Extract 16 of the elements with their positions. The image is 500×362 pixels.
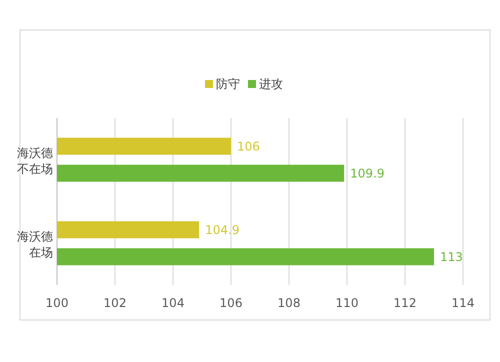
x-tick-label: 106 xyxy=(220,296,242,310)
legend-label: 防守 xyxy=(216,77,240,91)
x-tick-label: 112 xyxy=(394,296,416,310)
x-tick-label: 110 xyxy=(336,296,358,310)
data-label: 104.9 xyxy=(205,222,240,237)
data-label: 113 xyxy=(440,250,463,264)
legend-label: 进攻 xyxy=(259,77,283,91)
x-tick-label: 108 xyxy=(278,296,300,310)
data-label: 106 xyxy=(237,139,260,154)
data-label: 109.9 xyxy=(350,166,384,180)
x-tick-label: 104 xyxy=(162,296,184,310)
x-tick-label: 114 xyxy=(452,296,474,310)
x-tick-label: 100 xyxy=(46,296,68,310)
y-tick-label: 海沃德不在场 xyxy=(17,146,53,176)
x-tick-label: 102 xyxy=(104,296,126,310)
y-tick-label: 海沃德在场 xyxy=(17,229,53,260)
